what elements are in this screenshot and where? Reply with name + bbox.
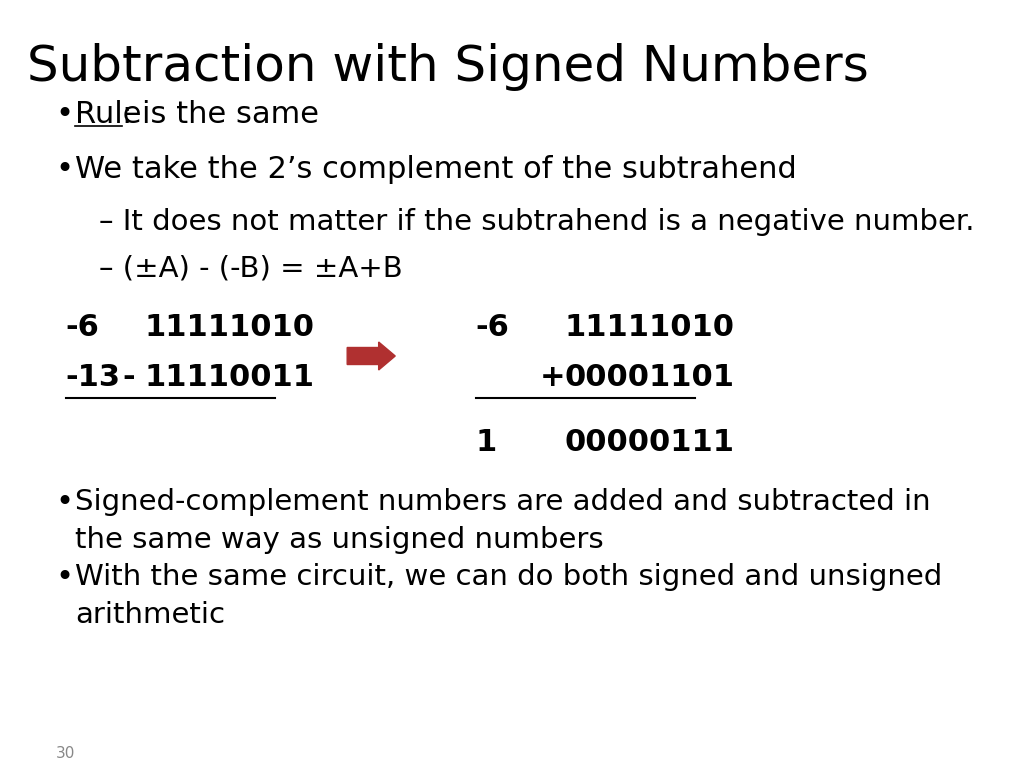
Text: – It does not matter if the subtrahend is a negative number.: – It does not matter if the subtrahend i… — [98, 208, 974, 236]
Text: Signed-complement numbers are added and subtracted in
the same way as unsigned n: Signed-complement numbers are added and … — [76, 488, 931, 554]
Text: -6: -6 — [66, 313, 99, 342]
Text: Subtraction with Signed Numbers: Subtraction with Signed Numbers — [28, 43, 869, 91]
Text: •: • — [55, 488, 74, 517]
Text: We take the 2’s complement of the subtrahend: We take the 2’s complement of the subtra… — [76, 155, 798, 184]
Text: 00001101: 00001101 — [564, 363, 734, 392]
Text: 11110011: 11110011 — [144, 363, 314, 392]
Text: 11111010: 11111010 — [564, 313, 734, 342]
Text: : is the same: : is the same — [122, 100, 318, 129]
Text: +: + — [540, 363, 565, 392]
Text: -6: -6 — [475, 313, 510, 342]
Text: 00000111: 00000111 — [564, 428, 734, 457]
Text: 11111010: 11111010 — [144, 313, 314, 342]
Text: 1: 1 — [475, 428, 497, 457]
Text: – (±A) - (-B) = ±A+B: – (±A) - (-B) = ±A+B — [98, 255, 402, 283]
Text: •: • — [55, 563, 74, 592]
Text: Rule: Rule — [76, 100, 142, 129]
Text: With the same circuit, we can do both signed and unsigned
arithmetic: With the same circuit, we can do both si… — [76, 563, 943, 629]
Text: -: - — [122, 363, 134, 392]
FancyArrow shape — [347, 342, 395, 370]
Text: •: • — [55, 155, 74, 184]
Text: -13: -13 — [66, 363, 121, 392]
Text: 30: 30 — [55, 746, 75, 761]
Text: •: • — [55, 100, 74, 129]
